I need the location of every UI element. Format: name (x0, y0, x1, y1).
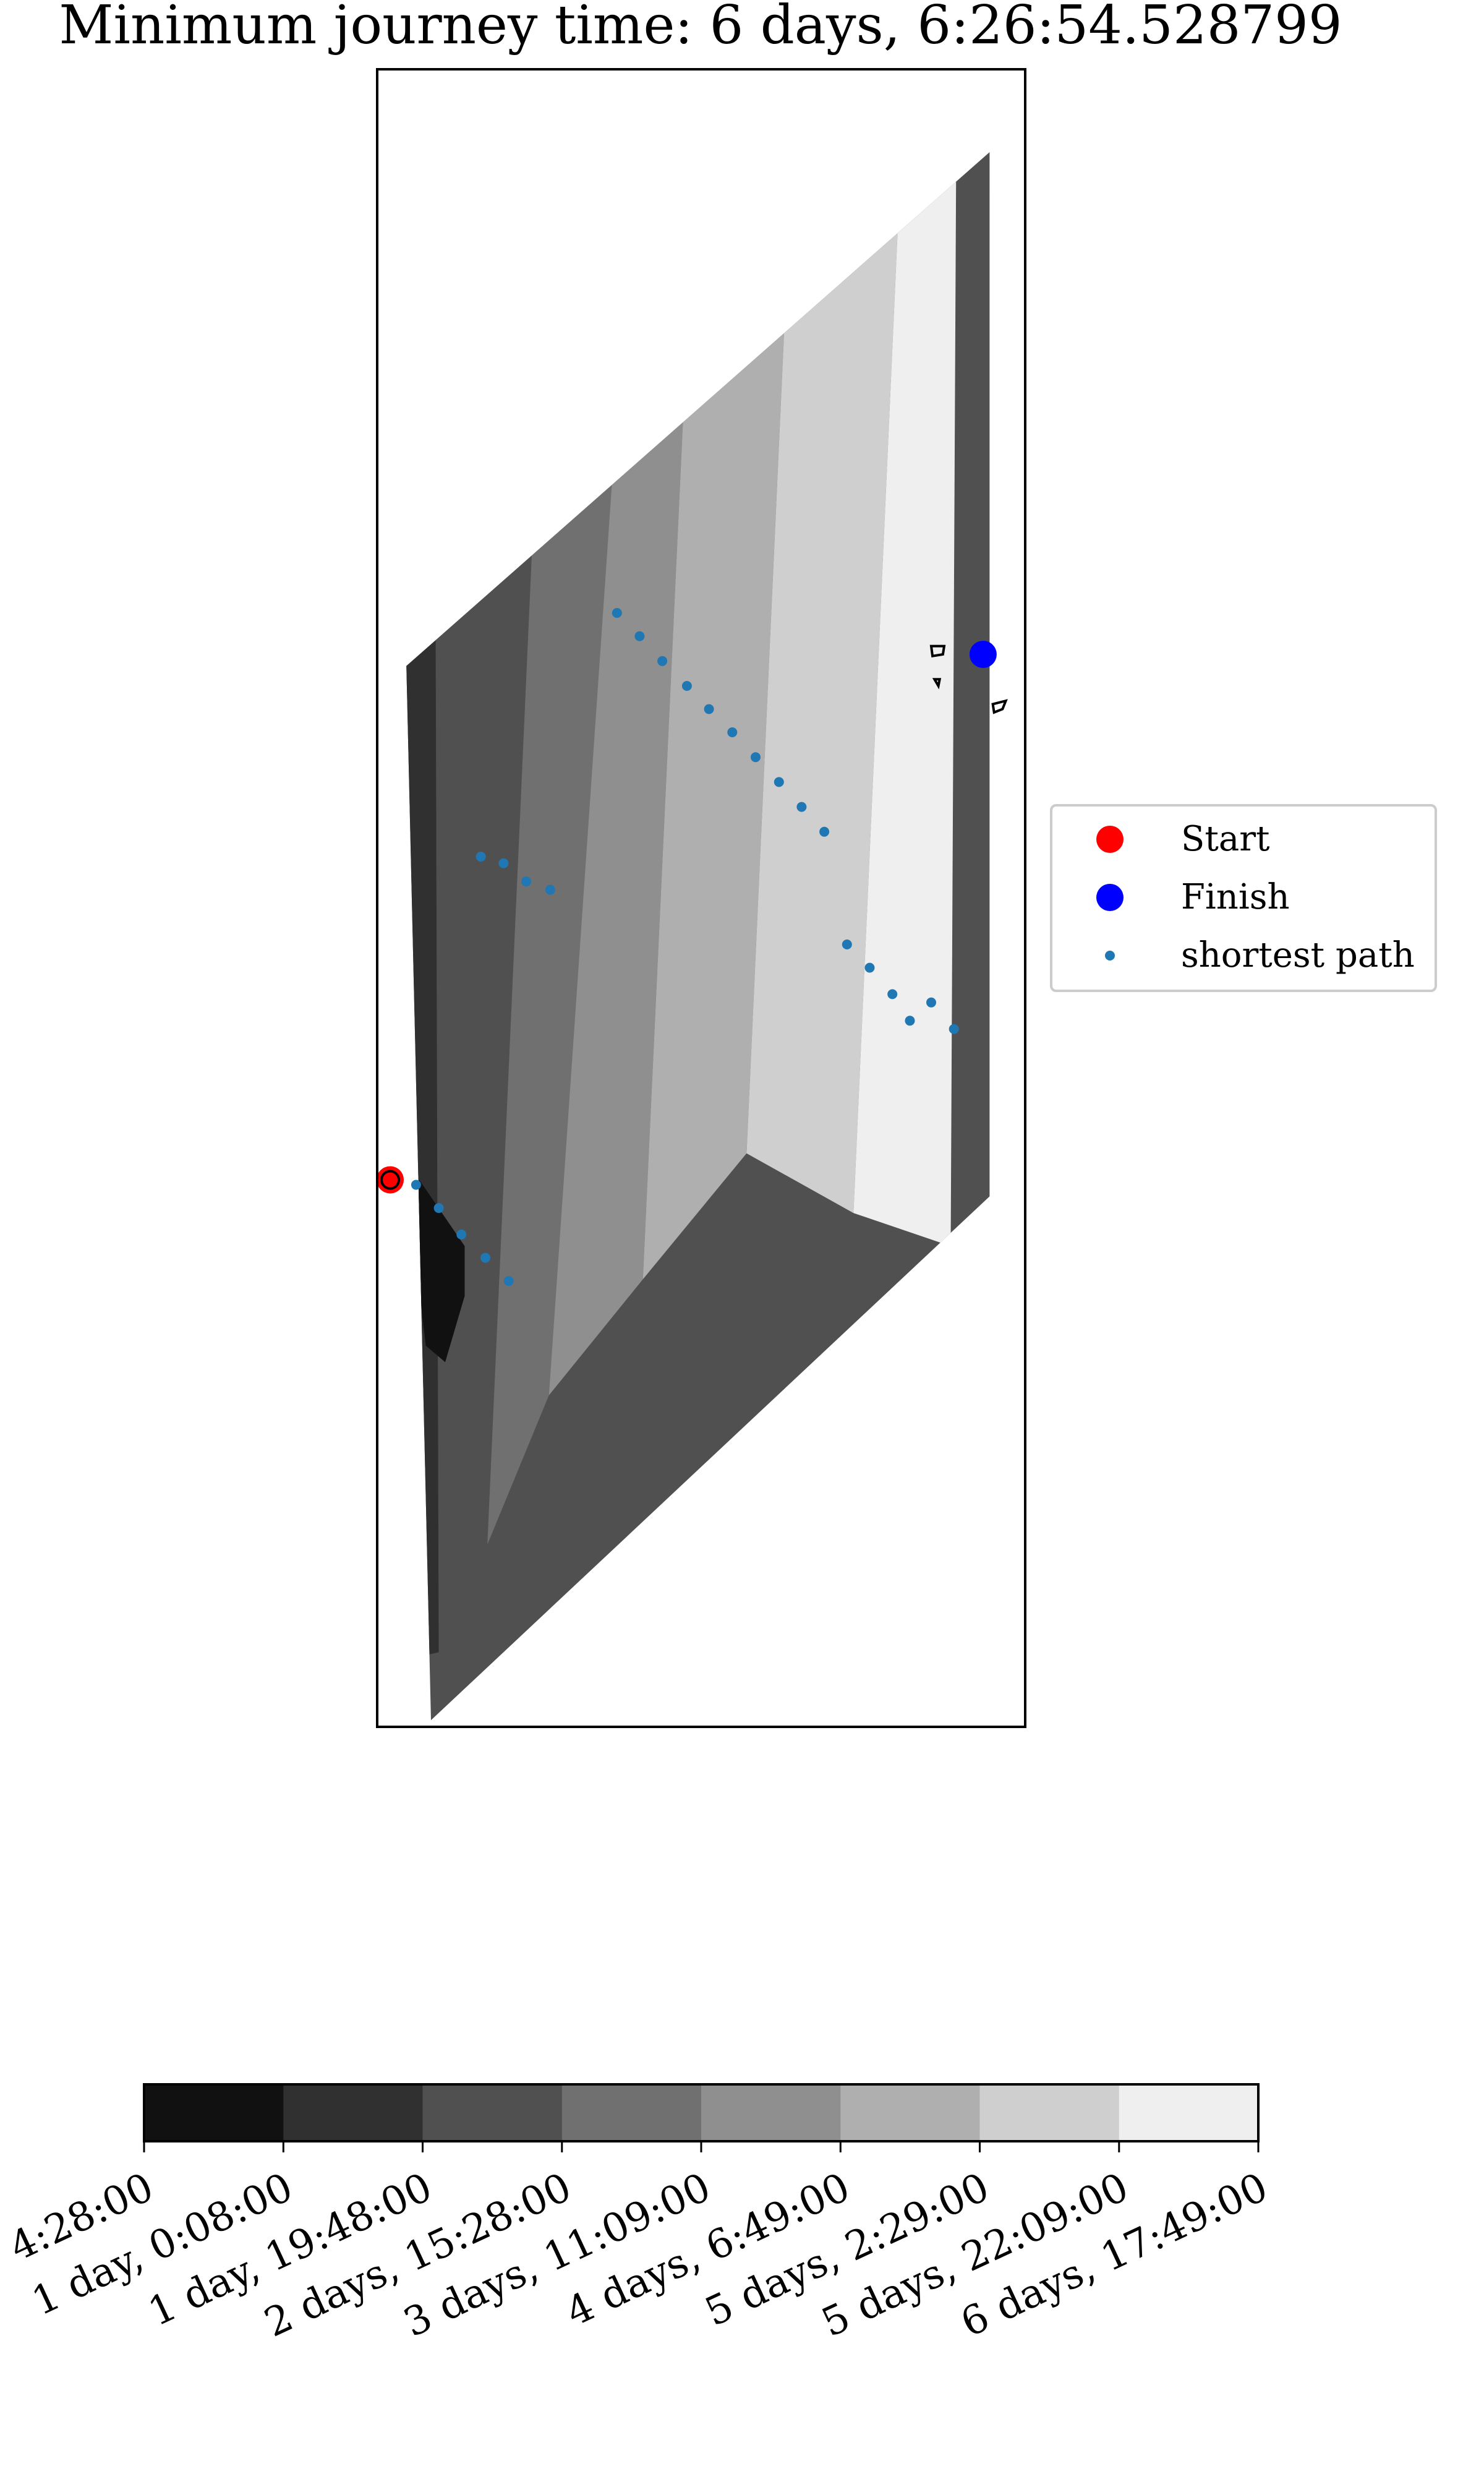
shortest-path-point (887, 989, 898, 999)
shortest-path-point (612, 608, 622, 618)
colorbar-band (979, 2084, 1120, 2141)
legend-label-finish: Finish (1181, 877, 1290, 917)
colorbar-ticks: 4:28:001 day, 0:08:001 day, 19:48:002 da… (2, 2141, 1274, 2347)
shortest-path-point (905, 1016, 915, 1026)
legend: Start Finish shortest path (1050, 804, 1437, 992)
legend-marker-shortest-path (1105, 951, 1115, 961)
colorbar-band (422, 2084, 563, 2141)
contour-band-7 (853, 152, 961, 1246)
island-outline (932, 678, 942, 690)
finish-marker (969, 641, 997, 668)
colorbar-band (283, 2084, 424, 2141)
contour-layer (406, 152, 990, 1721)
shortest-path-point (681, 681, 692, 691)
island-outline (991, 699, 1008, 714)
contour-band-5 (642, 152, 815, 1280)
legend-marker-finish (1096, 884, 1124, 911)
shortest-path-point (456, 1230, 467, 1239)
legend-marker-start (1096, 826, 1124, 853)
colorbar-bands (144, 2084, 1259, 2141)
shortest-path-point (411, 1179, 421, 1190)
colorbar-band (1119, 2084, 1259, 2141)
legend-frame (1050, 804, 1437, 992)
shortest-path-point (521, 876, 531, 887)
start-island-outline (380, 1170, 400, 1190)
shortest-path-point (926, 997, 936, 1008)
legend-label-start: Start (1181, 819, 1270, 859)
shortest-path-point (864, 962, 875, 973)
colorbar-band (561, 2084, 702, 2141)
shortest-path-point (480, 1252, 490, 1263)
shortest-path-point (774, 777, 784, 787)
shortest-path-point (545, 884, 555, 895)
shortest-path-point (657, 656, 668, 666)
colorbar: 4:28:001 day, 0:08:001 day, 19:48:002 da… (2, 2083, 1274, 2347)
colorbar-band (144, 2084, 284, 2141)
marker-layer (377, 608, 1008, 1286)
shortest-path-point (727, 727, 738, 737)
shortest-path-point (796, 802, 807, 812)
legend-label-shortest-path: shortest path (1181, 935, 1415, 975)
colorbar-band (840, 2084, 981, 2141)
shortest-path-point (498, 858, 509, 868)
shortest-path-point (503, 1276, 514, 1286)
chart-title: Minimum journey time: 6 days, 6:26:54.52… (59, 0, 1342, 56)
plot-area (376, 68, 1026, 1728)
shortest-path-point (842, 940, 852, 949)
island-outline (929, 644, 946, 658)
shortest-path-point (751, 752, 761, 763)
contour-band-1 (406, 567, 439, 1661)
shortest-path-point (634, 631, 645, 641)
contour-band-0 (416, 1179, 465, 1363)
shortest-path-point (819, 826, 830, 837)
shortest-path-point (704, 704, 714, 714)
shortest-path-point (949, 1024, 959, 1034)
shortest-path-point (475, 852, 486, 862)
contour-band-2 (435, 318, 543, 1653)
colorbar-band (701, 2084, 841, 2141)
shortest-path-point (433, 1203, 444, 1213)
plot-frame (376, 68, 1026, 1728)
